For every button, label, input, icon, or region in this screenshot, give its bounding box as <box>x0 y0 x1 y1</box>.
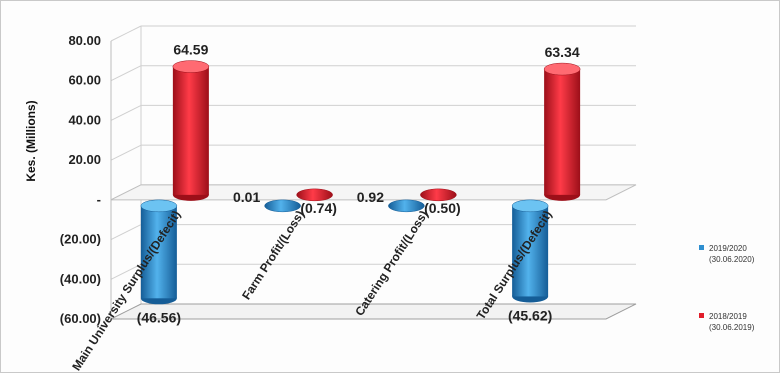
data-label: (0.50) <box>424 200 461 216</box>
bar-disk <box>420 188 457 202</box>
bar-top <box>172 60 210 73</box>
data-label: (0.74) <box>300 200 337 216</box>
y-tick-label: - <box>97 192 101 207</box>
legend-label: 2019/2020 <box>709 244 747 253</box>
bar-disk <box>296 188 333 202</box>
y-tick-label: 20.00 <box>68 152 101 167</box>
bar-2019-2020 <box>264 199 301 213</box>
y-tick-label: (20.00) <box>60 232 101 247</box>
data-label: 0.92 <box>357 189 384 205</box>
bar-top <box>511 199 549 213</box>
bar-2019-2020 <box>388 199 425 213</box>
bar-2019-2020 <box>511 199 549 303</box>
side-wall-line <box>110 224 142 241</box>
category-label: Farm Profit/(Loss) <box>239 208 307 302</box>
y-tick-label: 40.00 <box>68 112 101 127</box>
data-label: 0.01 <box>233 189 260 205</box>
data-label: 63.34 <box>545 44 580 60</box>
y-tick-label: 80.00 <box>68 33 101 48</box>
data-label: 64.59 <box>173 42 208 58</box>
legend-swatch <box>699 245 704 250</box>
legend-label: 2018/2019 <box>709 312 747 321</box>
bar-body <box>544 69 581 195</box>
bar-disk <box>388 199 425 213</box>
bar-2018-2019 <box>172 60 210 201</box>
legend-sublabel: (30.06.2019) <box>709 323 755 332</box>
bar-body <box>172 66 209 195</box>
bar-2018-2019 <box>296 188 333 202</box>
y-tick-label: (60.00) <box>60 311 101 326</box>
side-wall-line <box>110 25 142 42</box>
side-wall-line <box>110 144 142 161</box>
side-wall-line <box>110 104 142 121</box>
bar-2018-2019 <box>420 188 457 202</box>
bar-body <box>140 205 177 299</box>
data-label: (45.62) <box>508 307 552 323</box>
bar-top <box>140 199 178 213</box>
bar-body <box>512 205 549 297</box>
bar-2018-2019 <box>543 62 581 201</box>
bar-2019-2020 <box>140 199 178 305</box>
bar-top <box>543 62 581 76</box>
bar-disk <box>264 199 301 213</box>
side-wall-line <box>110 263 142 280</box>
y-tick-label: (40.00) <box>60 271 101 286</box>
chart-floor <box>110 303 637 320</box>
y-tick-label: 60.00 <box>68 73 101 88</box>
data-label: (46.56) <box>137 309 181 325</box>
side-wall-line <box>110 65 142 82</box>
y-axis-label: Kes. (Millions) <box>24 100 38 181</box>
legend-sublabel: (30.06.2020) <box>709 255 755 264</box>
legend-swatch <box>699 313 704 318</box>
